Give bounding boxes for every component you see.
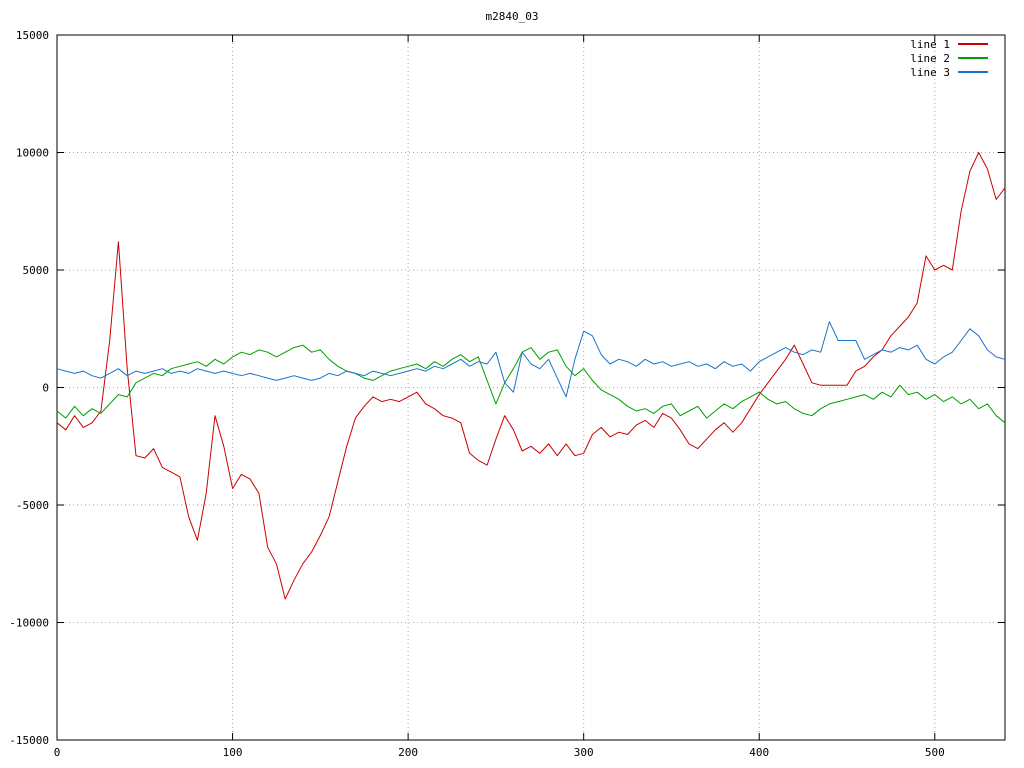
y-axis-tick-label: -15000 bbox=[9, 734, 49, 747]
y-axis-tick-label: 5000 bbox=[23, 264, 50, 277]
x-axis-tick-label: 200 bbox=[398, 746, 418, 759]
legend-line-sample bbox=[958, 43, 988, 45]
series-line-3 bbox=[56, 321, 1006, 398]
legend-label: line 1 bbox=[910, 37, 950, 51]
legend-item-3: line 3 bbox=[910, 65, 988, 79]
legend-item-2: line 2 bbox=[910, 51, 988, 65]
legend-label: line 2 bbox=[910, 51, 950, 65]
legend-label: line 3 bbox=[910, 65, 950, 79]
chart-title: m2840_03 bbox=[485, 10, 539, 23]
legend: line 1 line 2 line 3 bbox=[910, 37, 988, 79]
y-axis-tick-label: -5000 bbox=[16, 499, 49, 512]
y-axis-tick-label: 10000 bbox=[16, 147, 49, 160]
plot-border bbox=[56, 34, 1006, 741]
legend-line-sample bbox=[958, 57, 988, 59]
y-axis-tick-label: 0 bbox=[42, 382, 49, 395]
legend-item-1: line 1 bbox=[910, 37, 988, 51]
legend-line-sample bbox=[958, 71, 988, 73]
y-axis-tick-label: -10000 bbox=[9, 617, 49, 630]
x-axis-tick-label: 100 bbox=[223, 746, 243, 759]
x-axis-tick-label: 300 bbox=[574, 746, 594, 759]
x-axis-tick-label: 0 bbox=[54, 746, 61, 759]
series-line-1 bbox=[56, 152, 1006, 600]
x-axis-tick-label: 500 bbox=[925, 746, 945, 759]
x-axis-tick-label: 400 bbox=[749, 746, 769, 759]
y-axis-tick-label: 15000 bbox=[16, 29, 49, 42]
series-line-2 bbox=[56, 344, 1006, 424]
